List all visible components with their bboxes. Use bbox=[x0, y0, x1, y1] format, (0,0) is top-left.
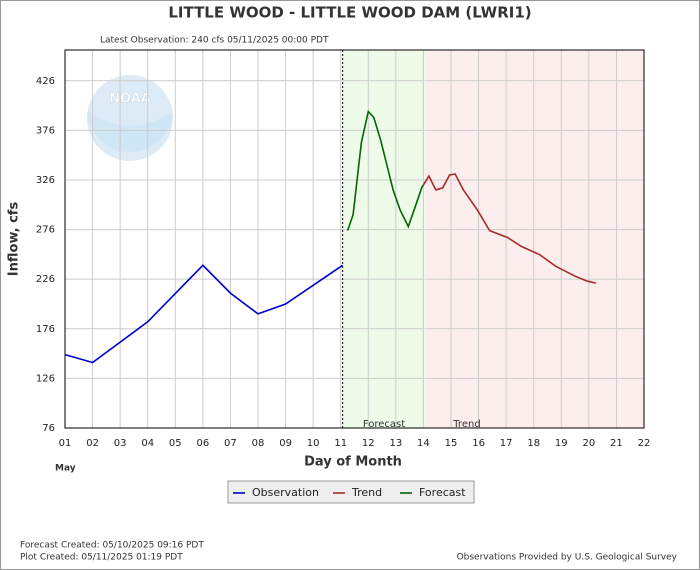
x-tick-label: 09 bbox=[279, 438, 292, 449]
legend-label: Forecast bbox=[419, 486, 466, 499]
legend: Observation Trend Forecast bbox=[227, 480, 475, 504]
legend-label: Trend bbox=[351, 486, 382, 499]
x-tick-label: 10 bbox=[307, 438, 320, 449]
x-tick-label: 08 bbox=[252, 438, 265, 449]
x-tick-label: 15 bbox=[445, 438, 458, 449]
x-tick-label: 11 bbox=[334, 438, 347, 449]
x-tick-label: 16 bbox=[472, 438, 485, 449]
x-tick-label: 20 bbox=[582, 438, 595, 449]
month-label: May bbox=[55, 464, 76, 474]
series-line bbox=[64, 264, 344, 364]
subtitle: Latest Observation: 240 cfs 05/11/2025 0… bbox=[100, 36, 329, 46]
x-tick-label: 17 bbox=[500, 438, 513, 449]
y-tick-label: 426 bbox=[36, 76, 55, 87]
y-tick-label: 276 bbox=[36, 225, 55, 236]
legend-box bbox=[227, 480, 475, 504]
x-tick-label: 12 bbox=[362, 438, 375, 449]
x-tick-label: 05 bbox=[169, 438, 182, 449]
plot-border bbox=[64, 49, 645, 429]
x-tick-label: 04 bbox=[141, 438, 154, 449]
chart-title: LITTLE WOOD - LITTLE WOOD DAM (LWRI1) bbox=[168, 4, 531, 22]
series-line bbox=[346, 109, 425, 231]
region-label: Trend bbox=[452, 419, 480, 430]
y-tick-label: 326 bbox=[36, 175, 55, 186]
logo-text: NOAA bbox=[109, 92, 151, 107]
y-tick-label: 176 bbox=[36, 324, 55, 335]
x-tick-label: 02 bbox=[86, 438, 99, 449]
x-tick-label: 19 bbox=[555, 438, 568, 449]
y-tick-label: 126 bbox=[36, 373, 55, 384]
region bbox=[342, 50, 426, 428]
x-tick-label: 03 bbox=[114, 438, 127, 449]
x-axis-label: Day of Month bbox=[304, 455, 402, 470]
y-axis-label: Inflow, cfs bbox=[7, 202, 22, 277]
logo-wave bbox=[88, 112, 172, 152]
footer: Plot Created: 05/11/2025 01:19 PDT bbox=[20, 553, 183, 563]
x-tick-label: 13 bbox=[389, 438, 402, 449]
series-line bbox=[422, 173, 596, 284]
x-tick-label: 18 bbox=[527, 438, 540, 449]
footer: Forecast Created: 05/10/2025 09:16 PDT bbox=[20, 541, 204, 551]
x-tick-label: 14 bbox=[417, 438, 430, 449]
x-tick-label: 21 bbox=[610, 438, 623, 449]
region-label: Forecast bbox=[363, 419, 405, 430]
footer: Observations Provided by U.S. Geological… bbox=[457, 553, 678, 563]
y-tick-label: 76 bbox=[42, 423, 55, 434]
x-tick-label: 06 bbox=[196, 438, 209, 449]
legend-label: Observation bbox=[252, 486, 319, 499]
x-tick-label: 22 bbox=[638, 438, 651, 449]
y-tick-label: 376 bbox=[36, 125, 55, 136]
y-tick-label: 226 bbox=[36, 274, 55, 285]
logo: NOAA bbox=[87, 75, 173, 161]
region bbox=[425, 50, 644, 428]
x-tick-label: 01 bbox=[59, 438, 72, 449]
x-tick-label: 07 bbox=[224, 438, 237, 449]
